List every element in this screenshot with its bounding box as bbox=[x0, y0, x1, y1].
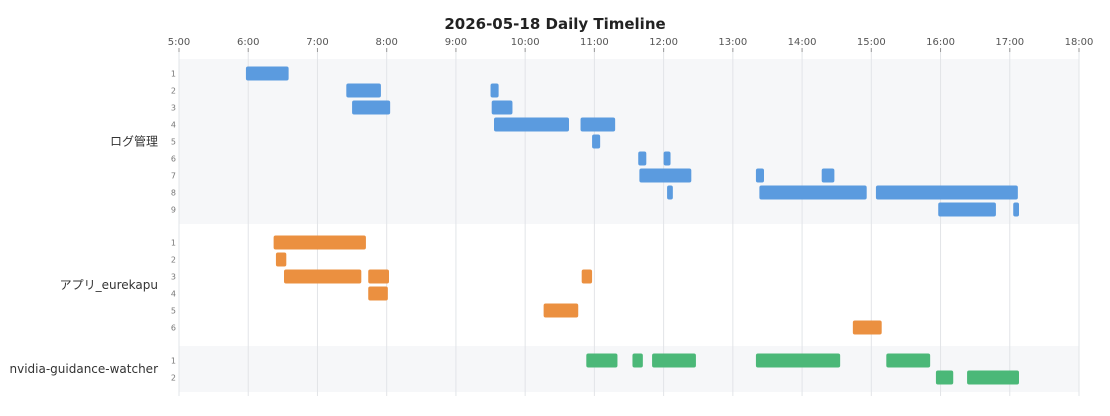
x-tick-label: 8:00 bbox=[375, 37, 397, 48]
timeline-bar bbox=[652, 353, 696, 368]
group-bands bbox=[179, 59, 1079, 392]
group-band bbox=[179, 346, 1079, 392]
lane-label: 2 bbox=[171, 374, 176, 383]
x-tick-label: 12:00 bbox=[649, 37, 678, 48]
lane-label: 2 bbox=[171, 256, 176, 265]
timeline-bar bbox=[663, 151, 671, 166]
x-tick-label: 17:00 bbox=[995, 37, 1024, 48]
lane-label: 1 bbox=[171, 70, 176, 79]
timeline-bar bbox=[490, 83, 499, 98]
lane-label: 2 bbox=[171, 87, 176, 96]
lane-label: 9 bbox=[171, 206, 176, 215]
timeline-bar bbox=[967, 370, 1019, 385]
lane-label: 8 bbox=[171, 189, 176, 198]
group-label: ログ管理 bbox=[110, 134, 158, 149]
timeline-bar bbox=[368, 269, 389, 284]
group-label: アプリ_eurekapu bbox=[60, 278, 158, 292]
gridlines bbox=[178, 48, 1080, 396]
chart-title: 2026-05-18 Daily Timeline bbox=[444, 15, 665, 33]
timeline-bar bbox=[592, 134, 601, 149]
lane-label: 4 bbox=[171, 121, 176, 130]
x-tick-label: 16:00 bbox=[926, 37, 955, 48]
x-tick-label: 11:00 bbox=[580, 37, 609, 48]
x-tick-label: 15:00 bbox=[857, 37, 886, 48]
x-tick-label: 13:00 bbox=[718, 37, 747, 48]
timeline-bar bbox=[368, 286, 388, 301]
lane-label: 6 bbox=[171, 324, 176, 333]
x-tick-label: 10:00 bbox=[511, 37, 540, 48]
timeline-bar bbox=[755, 168, 764, 183]
lane-label: 5 bbox=[171, 138, 176, 147]
timeline-bar bbox=[581, 269, 593, 284]
lane-label: 6 bbox=[171, 155, 176, 164]
group-label: nvidia-guidance-watcher bbox=[9, 362, 158, 376]
timeline-bars bbox=[245, 66, 1019, 385]
timeline-bar bbox=[639, 168, 692, 183]
timeline-bar bbox=[938, 202, 996, 217]
timeline-bar bbox=[935, 370, 954, 385]
timeline-bar bbox=[852, 320, 882, 335]
timeline-bar bbox=[284, 269, 362, 284]
timeline-bar bbox=[886, 353, 931, 368]
x-axis-ticks: 5:00 6:00 7:00 8:00 9:00 10:00 11:00 12:00 13:00… bbox=[168, 37, 1094, 52]
timeline-bar bbox=[543, 303, 579, 318]
x-tick-label: 14:00 bbox=[788, 37, 817, 48]
row-labels: ログ管理 1 2 3 4 5 6 7 8 9 アプリ_eurekapu 1 2 3 4 5 6 nvidia-gu… bbox=[9, 70, 176, 383]
timeline-bar bbox=[667, 185, 673, 200]
x-tick-label: 6:00 bbox=[237, 37, 259, 48]
x-tick-label: 7:00 bbox=[306, 37, 328, 48]
timeline-bar bbox=[494, 117, 569, 132]
timeline-bar bbox=[632, 353, 643, 368]
timeline-bar bbox=[245, 66, 289, 81]
timeline-bar bbox=[491, 100, 513, 115]
x-tick-label: 9:00 bbox=[445, 37, 467, 48]
timeline-bar bbox=[759, 185, 867, 200]
timeline-bar bbox=[875, 185, 1018, 200]
timeline-bar bbox=[586, 353, 618, 368]
lane-label: 3 bbox=[171, 104, 176, 113]
lane-label: 7 bbox=[171, 172, 176, 181]
timeline-bar bbox=[352, 100, 391, 115]
lane-label: 1 bbox=[171, 357, 176, 366]
lane-label: 3 bbox=[171, 273, 176, 282]
timeline-bar bbox=[755, 353, 841, 368]
timeline-bar bbox=[638, 151, 647, 166]
lane-label: 1 bbox=[171, 239, 176, 248]
timeline-bar bbox=[275, 252, 287, 267]
x-tick-label: 18:00 bbox=[1065, 37, 1094, 48]
timeline-bar bbox=[273, 235, 366, 250]
x-tick-label: 5:00 bbox=[168, 37, 190, 48]
timeline-bar bbox=[346, 83, 381, 98]
lane-label: 4 bbox=[171, 290, 176, 299]
lane-label: 5 bbox=[171, 307, 176, 316]
timeline-bar bbox=[821, 168, 835, 183]
timeline-bar bbox=[1013, 202, 1019, 217]
timeline-bar bbox=[580, 117, 616, 132]
